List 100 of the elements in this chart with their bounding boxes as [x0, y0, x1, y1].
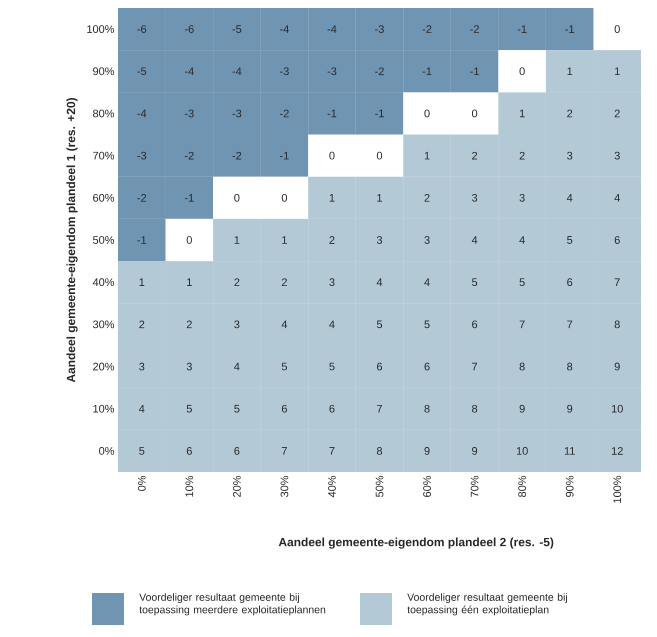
data-label: 3 — [614, 152, 620, 160]
data-label: -3 — [328, 67, 336, 76]
data-label: 10 — [612, 404, 623, 413]
data-label: 1 — [615, 68, 620, 76]
data-label: 6 — [377, 362, 382, 370]
data-label: 8 — [520, 362, 525, 370]
data-label: 2 — [186, 320, 192, 328]
data-label: 1 — [187, 278, 192, 286]
data-label: 5 — [376, 320, 382, 328]
data-label: 3 — [472, 194, 478, 202]
data-label: -1 — [422, 68, 432, 76]
data-label: 8 — [424, 404, 430, 413]
y-tick-label: 60% — [93, 194, 114, 202]
data-label: 8 — [472, 404, 478, 413]
data-label: -4 — [232, 68, 242, 76]
data-label: -1 — [518, 25, 526, 33]
data-label: 7 — [282, 447, 287, 455]
data-label: 4 — [138, 404, 144, 412]
y-tick-label: 10% — [93, 404, 114, 413]
data-label: 7 — [520, 320, 525, 328]
y-tick-label: 90% — [93, 67, 114, 76]
data-label: 2 — [520, 152, 525, 160]
y-tick-label: 40% — [92, 278, 114, 286]
data-label: 3 — [329, 278, 335, 286]
data-label: 0 — [424, 110, 430, 118]
x-tick-label: 70% — [470, 476, 478, 497]
data-label: 4 — [329, 320, 335, 328]
data-label: 7 — [377, 404, 382, 412]
data-label: 4 — [566, 194, 572, 202]
y-tick-label: 100% — [87, 25, 114, 33]
data-label: 6 — [614, 236, 620, 244]
data-label: 5 — [424, 320, 430, 328]
data-label: 9 — [567, 404, 572, 413]
y-tick-label: 30% — [92, 320, 114, 328]
data-label: 9 — [614, 362, 620, 370]
data-label: 4 — [234, 362, 240, 370]
data-label: -2 — [470, 25, 479, 33]
data-label: 3 — [234, 320, 240, 328]
data-label: 4 — [614, 194, 620, 202]
data-label: 2 — [424, 194, 430, 202]
data-label: 1 — [377, 194, 382, 202]
data-label: 2 — [234, 278, 240, 286]
data-label: 5 — [520, 278, 525, 286]
data-label: -2 — [184, 152, 194, 160]
y-tick-label: 0% — [99, 447, 114, 455]
data-label: -3 — [232, 110, 242, 118]
data-label: 0 — [614, 25, 620, 33]
data-label: 1 — [234, 236, 240, 244]
data-label: -3 — [280, 67, 289, 76]
data-label: 3 — [376, 236, 382, 244]
x-tick-label: 30% — [280, 476, 288, 498]
data-label: 4 — [376, 278, 382, 286]
text: Voordeliger resultaat gemeente bij toepassing meerdere exploitatieplannen — [139, 593, 326, 616]
data-label: 5 — [472, 278, 478, 286]
data-label: 5 — [329, 362, 335, 370]
data-label: 1 — [330, 194, 334, 202]
data-label: 7 — [329, 447, 334, 455]
data-label: -5 — [232, 25, 242, 33]
data-label: 6 — [186, 447, 192, 455]
data-label: 3 — [424, 236, 430, 244]
data-label: 7 — [472, 362, 478, 370]
x-tick-label: 80% — [518, 476, 526, 497]
data-label: -4 — [328, 25, 336, 33]
data-label: -6 — [184, 25, 194, 33]
data-label: 8 — [376, 447, 382, 455]
data-label: 6 — [282, 404, 287, 413]
x-tick-label: 60% — [423, 476, 431, 497]
data-label: 3 — [186, 362, 192, 370]
data-label: 0 — [376, 152, 382, 160]
data-label: 3 — [567, 152, 572, 160]
data-label: 2 — [329, 236, 334, 244]
data-label: 9 — [472, 447, 478, 455]
data-label: 0 — [234, 194, 240, 202]
data-label: 3 — [139, 362, 144, 370]
data-label: 5 — [282, 362, 287, 370]
data-label: -2 — [422, 25, 432, 33]
data-label: 7 — [567, 320, 572, 328]
data-label: 12 — [612, 447, 623, 455]
data-label: 0 — [520, 67, 525, 76]
data-label: 9 — [520, 404, 525, 413]
data-label: 8 — [567, 362, 572, 370]
data-label: -1 — [565, 25, 574, 33]
data-label: 3 — [520, 194, 525, 202]
data-label: -1 — [280, 152, 289, 160]
data-label: 11 — [564, 447, 575, 455]
data-label: 10 — [516, 447, 528, 455]
data-label: -1 — [470, 68, 479, 76]
data-label: -2 — [137, 194, 146, 202]
data-label: 0 — [472, 110, 478, 118]
data-label: 2 — [472, 152, 478, 160]
x-tick-label: 100% — [613, 476, 622, 503]
data-label: 6 — [329, 404, 335, 413]
y-axis-title: Aandeel gemeente-eigendom plandeel 1 (res. +20) — [66, 98, 78, 382]
y-tick-label: 50% — [92, 236, 114, 244]
text: Voordeliger resultaat gemeente bij toepassing één exploitatieplan — [407, 593, 567, 616]
data-label: -6 — [137, 25, 146, 33]
y-tick-label: 20% — [93, 362, 114, 370]
data-label: -1 — [137, 236, 146, 244]
data-label: -4 — [280, 25, 289, 33]
data-label: 9 — [424, 447, 430, 455]
